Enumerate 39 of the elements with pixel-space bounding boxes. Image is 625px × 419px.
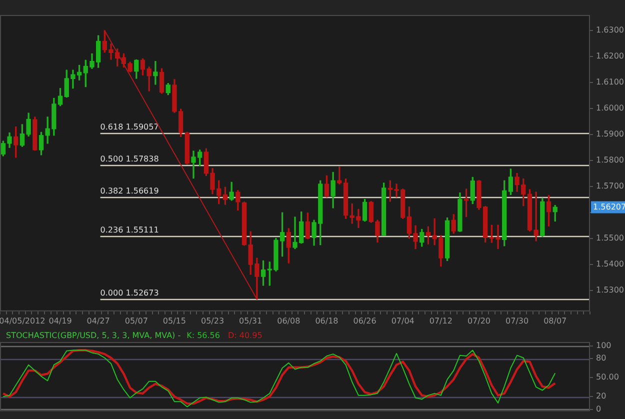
y-tick-label: 1.6000 [596, 104, 624, 113]
ref-line-label: 0.382 1.56619 [100, 186, 159, 196]
chart-title: STOCHASTIC(GBP/USD, 5, 3, 3, MVA, MVA) - [6, 331, 181, 340]
x-tick-label: 04/19 [48, 316, 72, 326]
y-tick-label: 80 [596, 354, 606, 363]
ref-line-label: 0.500 1.57838 [100, 154, 159, 164]
x-tick-label: 04/05/2012 [0, 316, 46, 326]
text: K: 56.56 [186, 331, 220, 340]
text: D: 40.95 [228, 331, 262, 340]
y-tick-label: 1.5400 [596, 260, 624, 269]
y-tick-label: 20 [596, 392, 606, 401]
x-tick-label: 07/30 [506, 316, 529, 326]
candlestick [153, 60, 158, 85]
x-tick-label: 07/20 [467, 316, 491, 326]
x-tick-label: 06/08 [277, 316, 300, 326]
x-tick-label: 05/07 [124, 316, 148, 326]
y-tick-label: 100 [596, 340, 612, 350]
y-tick-label: 1.5500 [596, 234, 624, 243]
y-tick-label: 1.6200 [596, 52, 624, 61]
y-tick-label: 1.5900 [596, 130, 624, 139]
y-tick-label: 1.6300 [596, 26, 624, 35]
x-tick-label: 07/12 [429, 316, 452, 326]
x-tick-label: 04/27 [86, 316, 110, 326]
y-tick-label: 0 [596, 404, 602, 414]
x-tick-label: 07/04 [391, 316, 414, 326]
x-tick-label: 05/31 [239, 316, 262, 326]
ref-line-label: 0.236 1.55111 [100, 226, 159, 235]
x-tick-label: 06/26 [353, 316, 376, 326]
x-tick-label: 06/18 [315, 316, 338, 326]
ref-line-label: 0.000 1.52673 [100, 288, 159, 298]
ref-line-label: 0.618 1.59057 [100, 122, 159, 132]
y-tick-label: 1.5700 [596, 182, 624, 191]
x-tick-label: 05/23 [200, 316, 224, 326]
y-tick-label: 1.5300 [596, 286, 624, 295]
y-tick-label: 1.5800 [596, 156, 624, 165]
y-tick-label: 50.00 [596, 372, 619, 382]
x-tick-label: 08/07 [544, 316, 567, 326]
y-tick-label: 1.6100 [596, 78, 624, 87]
x-tick-label: 05/15 [162, 316, 186, 326]
